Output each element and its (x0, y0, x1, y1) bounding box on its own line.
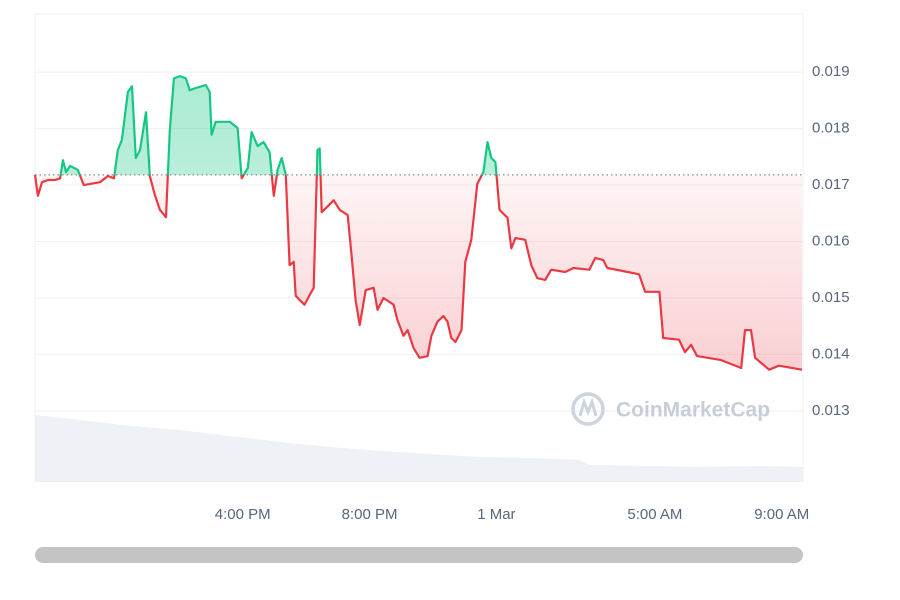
x-tick-label: 1 Mar (477, 506, 515, 523)
watermark-text: CoinMarketCap (616, 399, 770, 422)
y-tick-label: 0.019 (812, 63, 850, 80)
x-tick-label: 9:00 AM (754, 506, 809, 523)
y-tick-label: 0.015 (812, 289, 850, 306)
y-tick-label: 0.018 (812, 120, 850, 137)
watermark: CoinMarketCap (571, 392, 770, 426)
watermark-logo-mark (578, 397, 598, 417)
x-tick-label: 4:00 PM (215, 506, 271, 523)
y-tick-label: 0.013 (812, 402, 850, 419)
x-tick-label: 5:00 AM (627, 506, 682, 523)
volume-area (35, 415, 803, 482)
y-tick-label: 0.016 (812, 232, 850, 249)
y-tick-label: 0.014 (812, 345, 850, 362)
y-tick-label: 0.017 (812, 176, 850, 193)
scrollbar[interactable] (35, 547, 803, 563)
price-line (33, 75, 803, 371)
x-tick-label: 8:00 PM (342, 506, 398, 523)
watermark-logo (571, 392, 605, 426)
area (35, 76, 803, 370)
